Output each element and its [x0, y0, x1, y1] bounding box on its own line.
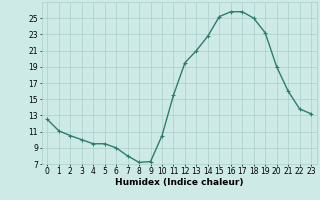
- X-axis label: Humidex (Indice chaleur): Humidex (Indice chaleur): [115, 178, 244, 187]
